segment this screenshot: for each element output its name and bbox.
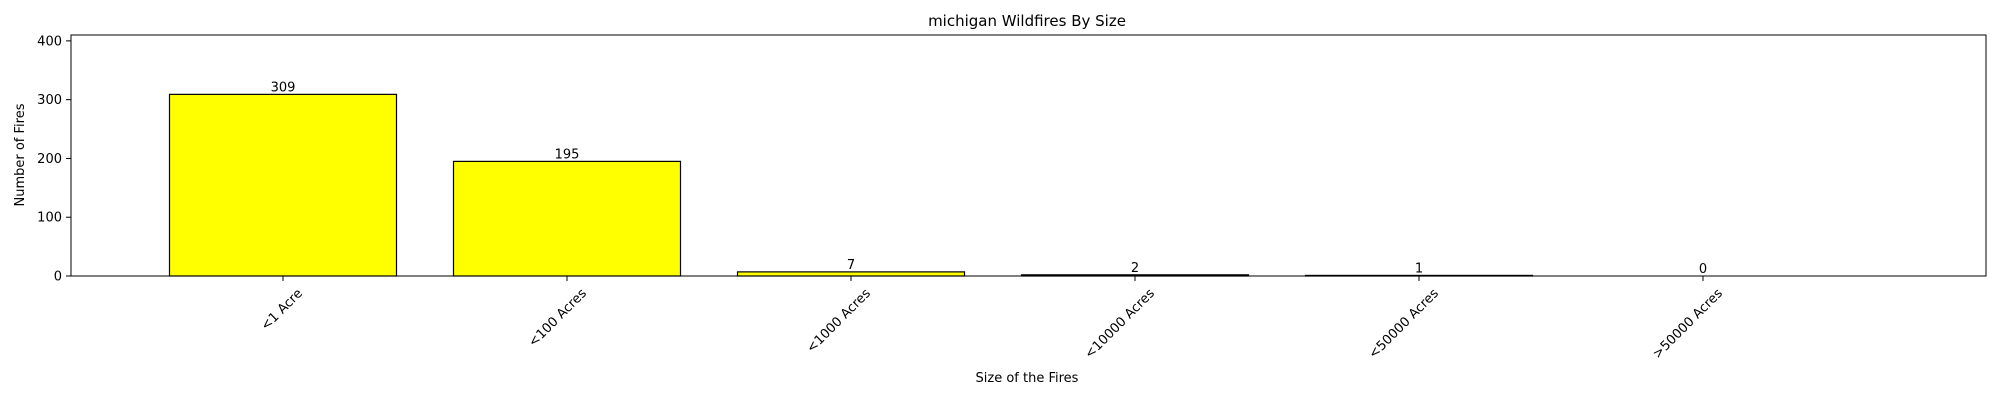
data-label: 7 bbox=[847, 258, 855, 273]
y-tick-label: 0 bbox=[54, 270, 62, 285]
data-label: 2 bbox=[1131, 261, 1139, 276]
bar bbox=[452, 160, 682, 277]
x-tick-label: <1 Acre bbox=[258, 286, 305, 333]
data-label: 0 bbox=[1699, 262, 1707, 277]
bar bbox=[168, 93, 398, 277]
axes-frame bbox=[70, 34, 1987, 277]
y-tick-label: 100 bbox=[37, 211, 62, 226]
data-label: 309 bbox=[271, 80, 296, 95]
x-tick-label: <1000 Acres bbox=[804, 286, 874, 356]
x-tick-label: <100 Acres bbox=[526, 286, 590, 350]
x-axis-label: Size of the Fires bbox=[976, 371, 1079, 386]
x-tick-label: <10000 Acres bbox=[1082, 286, 1158, 362]
data-label: 195 bbox=[555, 147, 580, 162]
y-tick-label: 400 bbox=[37, 34, 62, 49]
y-tick-label: 200 bbox=[37, 152, 62, 167]
x-tick-label: >50000 Acres bbox=[1650, 286, 1726, 362]
chart-title: michigan Wildfires By Size bbox=[928, 12, 1126, 30]
y-tick-label: 300 bbox=[37, 93, 62, 108]
plot-area: 309 <1 Acre 195 <100 Acres 7 <1000 Acres 2 <100… bbox=[37, 34, 1987, 362]
data-label: 1 bbox=[1415, 261, 1423, 276]
x-tick-label: <50000 Acres bbox=[1366, 286, 1442, 362]
y-axis-label: Number of Fires bbox=[13, 103, 28, 206]
